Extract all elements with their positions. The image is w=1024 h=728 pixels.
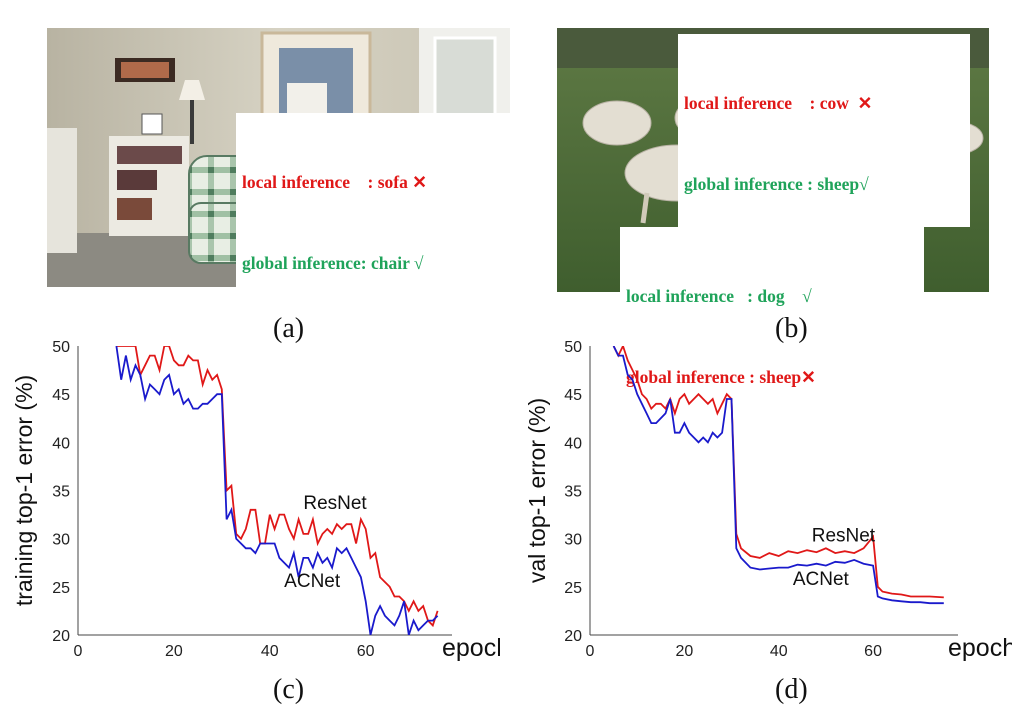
y-tick-label: 40 [564,435,582,452]
y-tick-label: 25 [564,580,582,597]
caption-d: (d) [775,674,808,705]
series-line-resnet [116,346,439,628]
y-tick-label: 30 [52,532,70,549]
y-tick-label: 40 [52,435,70,452]
training-error-chart: 202530354045500204060epochtraining top-1… [11,339,500,662]
y-tick-label: 45 [52,387,70,404]
y-tick-label: 35 [52,484,70,501]
panel-b-bottom-callout: local inference : dog √ global inference… [620,227,924,420]
caption-a: (a) [273,313,305,344]
x-axis-label: epoch [442,634,500,662]
caption-b: (b) [775,313,808,344]
series-annotation-acnet: ACNet [284,571,341,592]
x-tick-label: 40 [770,643,788,660]
y-axis-label: val top-1 error (%) [524,398,550,583]
caption-c: (c) [273,674,305,705]
panel-a-global-inference: global inference: chair √ [242,253,424,273]
x-tick-label: 20 [165,643,183,660]
y-tick-label: 25 [52,580,70,597]
series-line-acnet [115,346,439,635]
panel-b-local-inference-cow: local inference : cow ✕ [684,93,873,113]
y-tick-label: 35 [564,484,582,501]
y-tick-label: 20 [564,628,582,645]
panel-a-callout: local inference : sofa ✕ global inferenc… [236,113,510,306]
x-tick-label: 0 [74,643,83,660]
series-annotation-resnet: ResNet [303,493,367,514]
panel-b-top-callout: local inference : cow ✕ global inference… [678,34,970,227]
y-tick-label: 45 [564,387,582,404]
x-tick-label: 20 [675,643,693,660]
series-line-resnet [612,346,944,599]
series-annotation-resnet: ResNet [812,526,876,547]
y-tick-label: 50 [564,339,582,356]
x-tick-label: 40 [261,643,279,660]
series-annotation-acnet: ACNet [793,569,850,590]
y-tick-label: 20 [52,628,70,645]
series-line-acnet [612,346,944,605]
x-axis-label: epoch [948,634,1012,662]
y-tick-label: 30 [564,532,582,549]
x-tick-label: 60 [864,643,882,660]
panel-b-global-inference-sheep-wrong: global inference : sheep✕ [626,367,816,387]
y-axis-label: training top-1 error (%) [11,375,37,606]
panel-a-local-inference: local inference : sofa ✕ [242,172,427,192]
panel-b-local-inference-dog: local inference : dog √ [626,286,812,306]
panel-b-global-inference-sheep: global inference : sheep√ [684,174,869,194]
x-tick-label: 60 [357,643,375,660]
y-tick-label: 50 [52,339,70,356]
x-tick-label: 0 [586,643,595,660]
